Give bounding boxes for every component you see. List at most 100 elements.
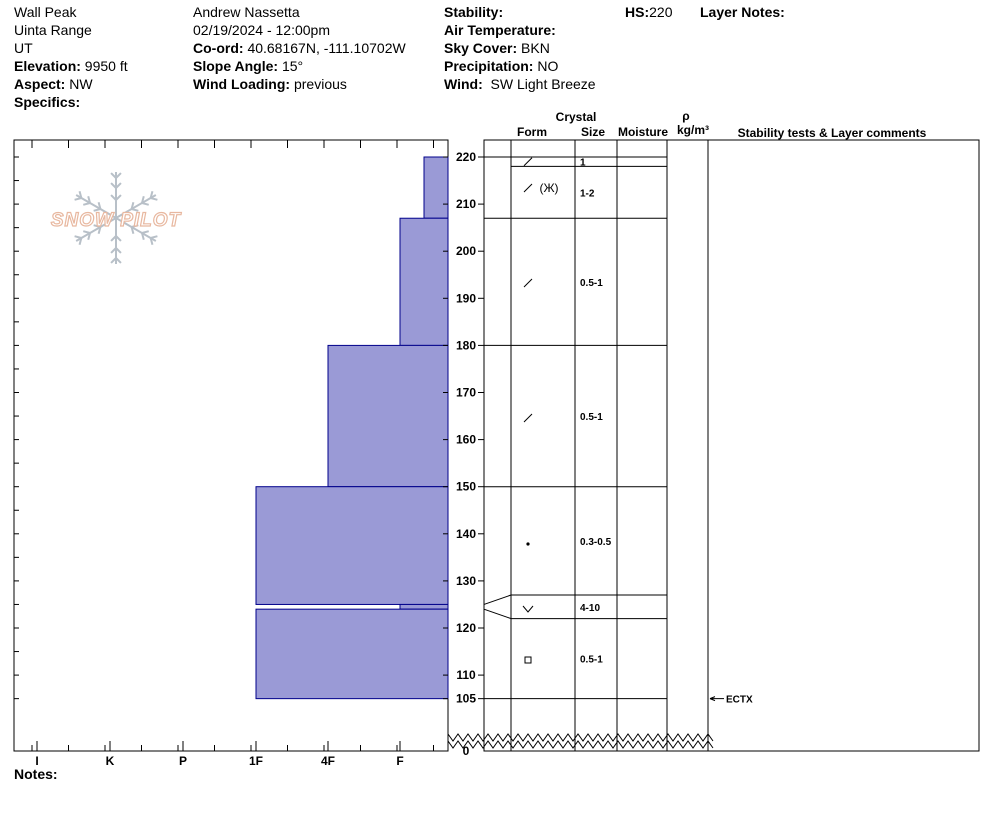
snowflake-arm xyxy=(75,194,117,219)
decomposing-particle-icon xyxy=(523,183,533,193)
hs-label: HS: xyxy=(625,4,650,20)
hardness-bar xyxy=(399,603,449,610)
depth-tick-label: 110 xyxy=(456,668,476,682)
snowflake-branch xyxy=(82,202,91,206)
specifics-row: Specifics: xyxy=(14,93,80,111)
state-name: UT xyxy=(14,40,33,56)
precip-label: Precipitation: xyxy=(444,58,534,74)
depth-tick-label: 105 xyxy=(456,692,476,706)
snow-pilot-logo: SNOW PILOT xyxy=(50,172,182,264)
hardness-tick-label: I xyxy=(35,754,38,768)
wind-loading-value: previous xyxy=(293,76,347,92)
air-temp-row: Air Temperature: xyxy=(444,21,556,39)
snowflake-branch xyxy=(78,190,83,199)
snowflake-branch xyxy=(110,247,117,254)
hs-row: HS:220 xyxy=(625,3,672,21)
snowflake-branch xyxy=(87,232,91,241)
surface-hoar-icon xyxy=(522,605,534,613)
moisture-header: Moisture xyxy=(618,125,668,139)
snowflake-branch xyxy=(78,237,83,246)
hardness-bar xyxy=(423,156,449,219)
snowflake-branch xyxy=(97,226,102,235)
hardness-bar xyxy=(255,486,449,605)
decomposing-particle-icon xyxy=(523,157,533,167)
snowflake-branch xyxy=(110,182,117,189)
precip-value: NO xyxy=(537,58,559,74)
specifics-label: Specifics: xyxy=(14,94,81,110)
depth-tick-label: 130 xyxy=(456,574,476,588)
depth-tick-label: 0 xyxy=(463,744,470,758)
snowflake-branch xyxy=(115,235,122,242)
aspect-value: NW xyxy=(69,76,93,92)
snowflake-branch xyxy=(110,194,117,201)
aspect-label: Aspect: xyxy=(14,76,66,92)
notes-row: Notes: xyxy=(14,765,58,783)
axis-break-upper xyxy=(447,733,714,742)
precipitation-particle-icon: (Ж) xyxy=(539,181,558,195)
hardness-bar xyxy=(399,217,449,346)
stability-comments-box xyxy=(707,139,980,752)
coord-row: Co-ord: 40.68167N, -111.10702W xyxy=(193,39,406,57)
crystal-size-value: 1-2 xyxy=(580,188,595,199)
site-name: Wall Peak xyxy=(14,4,77,20)
stability-test-label: ECTX xyxy=(726,695,753,706)
snowflake-arm xyxy=(115,217,157,242)
snowflake-branch xyxy=(115,194,122,201)
snowflake-branch xyxy=(74,235,82,239)
snowflake-branch xyxy=(110,172,117,179)
decomposing-particle-icon xyxy=(523,278,533,288)
depth-tick-label: 160 xyxy=(456,433,476,447)
sky-label: Sky Cover: xyxy=(444,40,518,56)
density-unit: kg/m³ xyxy=(677,123,709,137)
snowflake-arm xyxy=(115,194,157,219)
hardness-bar xyxy=(255,608,449,700)
snowflake-branch xyxy=(149,237,154,246)
crystal-size-value: 0.5-1 xyxy=(580,412,603,423)
hardness-tick-label: 4F xyxy=(321,754,335,768)
wind-value: SW Light Breeze xyxy=(490,76,596,92)
crystal-size-value: 0.5-1 xyxy=(580,278,603,289)
wind-row: Wind: SW Light Breeze xyxy=(444,75,596,93)
hardness-tick-label: K xyxy=(106,754,115,768)
snowflake-branch xyxy=(74,197,82,201)
snowflake-arm xyxy=(75,217,117,242)
snowflake-branch xyxy=(110,235,117,242)
elevation-row: Elevation: 9950 ft xyxy=(14,57,128,75)
snowflake-branch xyxy=(115,257,122,264)
air-temp-label: Air Temperature: xyxy=(444,22,556,38)
depth-tick-label: 190 xyxy=(456,291,476,305)
elevation-label: Elevation: xyxy=(14,58,81,74)
snowflake-branch xyxy=(82,230,91,234)
snowflake-branch xyxy=(131,208,139,212)
snowflake-branch xyxy=(150,235,158,239)
stability-row: Stability: xyxy=(444,3,503,21)
snowflake-branch xyxy=(130,201,135,210)
snowflake-branch xyxy=(115,182,122,189)
wind-label: Wind: xyxy=(444,76,483,92)
layer-notes-row: Layer Notes: xyxy=(700,3,785,21)
crystal-header: Crystal xyxy=(556,110,597,124)
stability-test-arrow xyxy=(709,696,724,702)
snowflake-branch xyxy=(97,201,102,210)
snowflake-branch xyxy=(130,226,135,235)
snowflake-branch xyxy=(131,224,139,228)
wind-loading-label: Wind Loading: xyxy=(193,76,291,92)
layer-notes-label: Layer Notes: xyxy=(700,4,785,20)
elevation-value: 9950 ft xyxy=(84,58,128,74)
snowflake-branch xyxy=(150,197,158,201)
depth-tick-label: 220 xyxy=(456,150,476,164)
snowflake-branch xyxy=(141,232,145,241)
crystal-size-value: 4-10 xyxy=(580,603,600,614)
crystal-size-value: 0.3-0.5 xyxy=(580,537,612,548)
layer-connector xyxy=(483,608,512,620)
faceted-crystal-icon xyxy=(524,656,532,664)
sky-row: Sky Cover: BKN xyxy=(444,39,550,57)
crystal-size-value: 1 xyxy=(580,158,586,169)
density-symbol: ρ xyxy=(682,109,689,123)
wind-loading-row: Wind Loading: previous xyxy=(193,75,347,93)
depth-tick-label: 200 xyxy=(456,244,476,258)
depth-tick-label: 210 xyxy=(456,197,476,211)
hs-value: 220 xyxy=(649,4,673,20)
logo-text: SNOW PILOT xyxy=(51,210,182,231)
